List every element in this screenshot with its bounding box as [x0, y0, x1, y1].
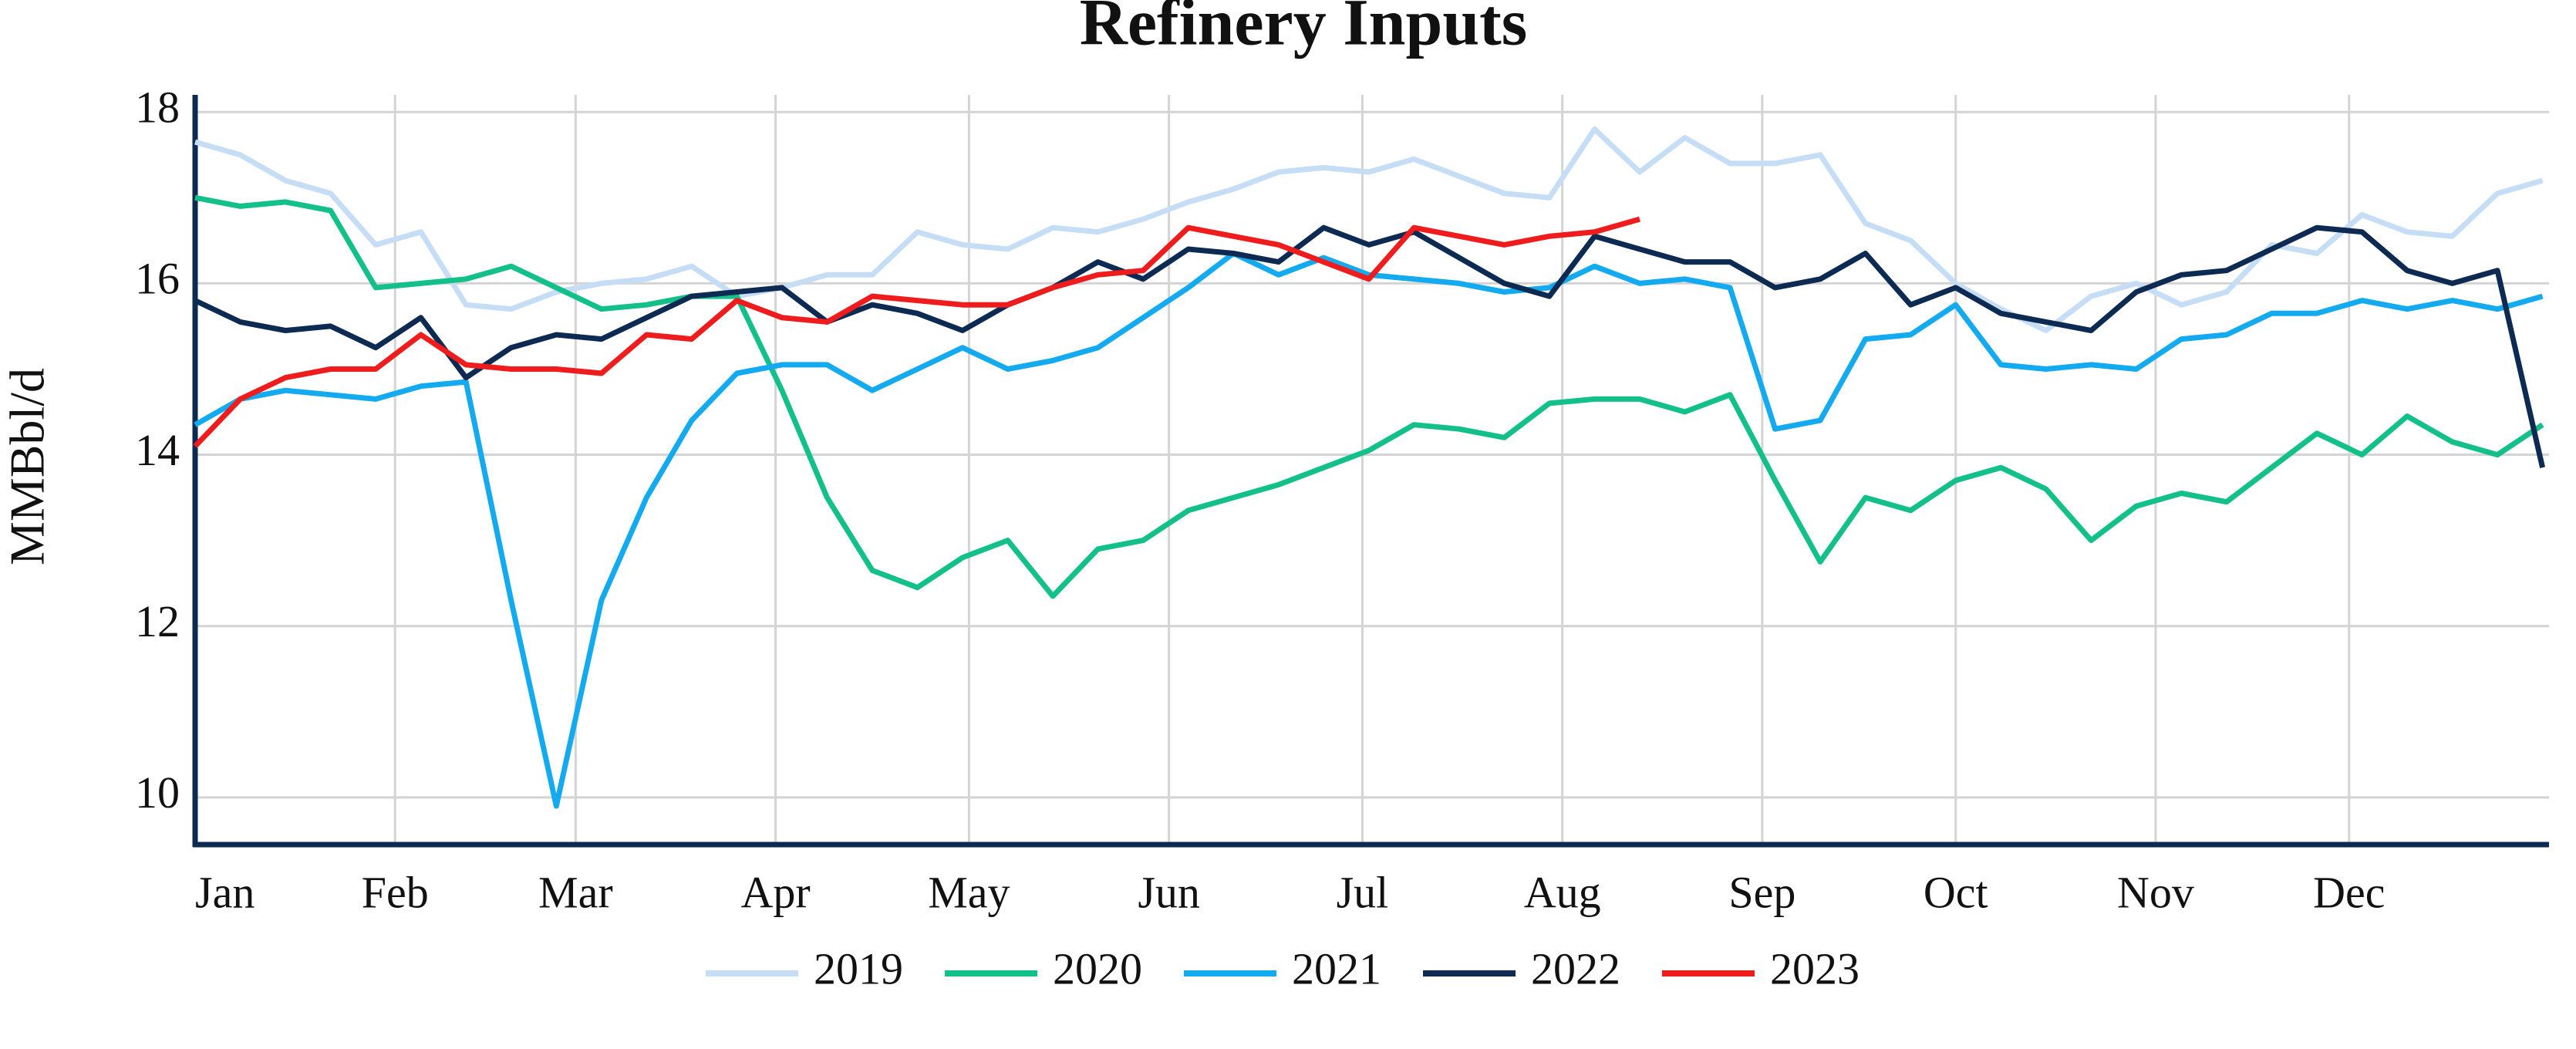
y-tick-label: 10	[135, 767, 180, 818]
x-tick-label: Sep	[1728, 867, 1795, 917]
x-tick-label: Dec	[2313, 867, 2385, 917]
x-tick-label: Mar	[538, 867, 613, 917]
x-tick-label: Nov	[2117, 867, 2194, 917]
legend-label: 2019	[814, 943, 903, 993]
series-line	[194, 251, 2544, 809]
x-tick-label: Jul	[1337, 867, 1389, 917]
y-tick-label: 14	[135, 425, 180, 475]
x-tick-label: Jun	[1138, 867, 1200, 917]
x-tick-label: Oct	[1924, 867, 1988, 917]
chart-title: Refinery Inputs	[1080, 0, 1528, 59]
legend-label: 2021	[1292, 943, 1381, 993]
y-tick-label: 18	[135, 83, 180, 133]
x-tick-label: Jan	[195, 867, 255, 917]
series-line	[194, 194, 2544, 599]
series-line	[194, 224, 2546, 468]
y-axis-label: MMBbl/d	[0, 368, 55, 565]
x-tick-label: Feb	[362, 867, 429, 917]
series-line	[194, 126, 2544, 333]
x-tick-label: Aug	[1524, 867, 1601, 917]
legend-label: 2022	[1531, 943, 1620, 993]
y-tick-label: 16	[135, 254, 180, 304]
legend-label: 2020	[1053, 943, 1142, 993]
x-tick-label: May	[928, 867, 1010, 917]
x-tick-label: Apr	[740, 867, 810, 917]
series-line	[193, 216, 1640, 448]
legend-label: 2023	[1770, 943, 1860, 993]
y-tick-label: 12	[135, 596, 180, 646]
